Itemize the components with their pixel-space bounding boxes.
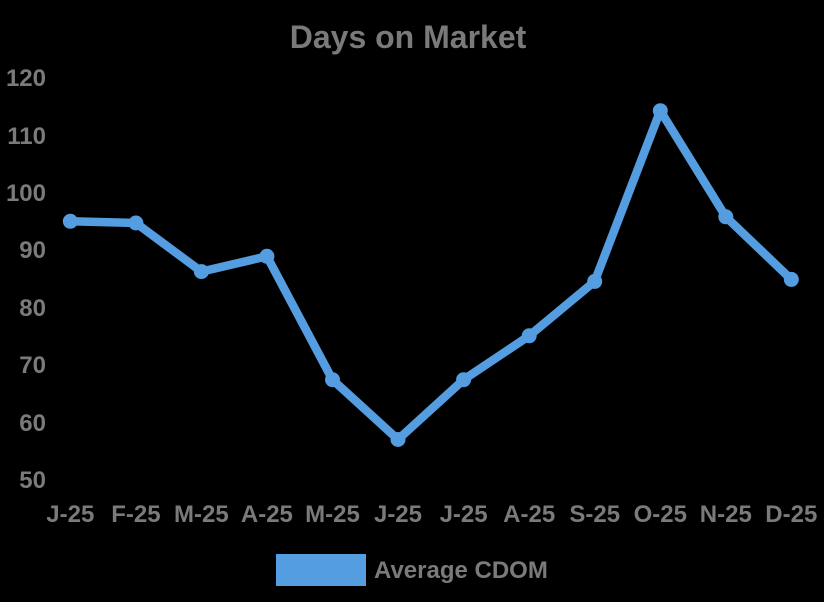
svg-text:100: 100	[6, 180, 46, 207]
svg-text:J-25: J-25	[374, 501, 422, 528]
svg-text:50: 50	[19, 467, 46, 494]
svg-text:A-25: A-25	[503, 501, 555, 528]
svg-text:110: 110	[7, 123, 46, 150]
svg-text:Average CDOM: Average CDOM	[374, 557, 548, 584]
svg-text:S-25: S-25	[569, 501, 620, 528]
svg-text:M-25: M-25	[305, 501, 360, 528]
svg-text:90: 90	[19, 237, 46, 264]
svg-text:J-25: J-25	[440, 501, 488, 528]
svg-text:N-25: N-25	[700, 501, 752, 528]
svg-text:60: 60	[19, 410, 46, 437]
svg-text:80: 80	[19, 295, 46, 322]
svg-text:O-25: O-25	[634, 501, 687, 528]
svg-text:F-25: F-25	[111, 501, 160, 528]
svg-text:D-25: D-25	[765, 501, 817, 528]
svg-text:A-25: A-25	[241, 501, 293, 528]
svg-text:Days on Market: Days on Market	[290, 19, 527, 55]
svg-text:120: 120	[6, 65, 46, 92]
svg-text:70: 70	[19, 352, 46, 379]
svg-text:J-25: J-25	[46, 501, 94, 528]
svg-text:M-25: M-25	[174, 501, 229, 528]
